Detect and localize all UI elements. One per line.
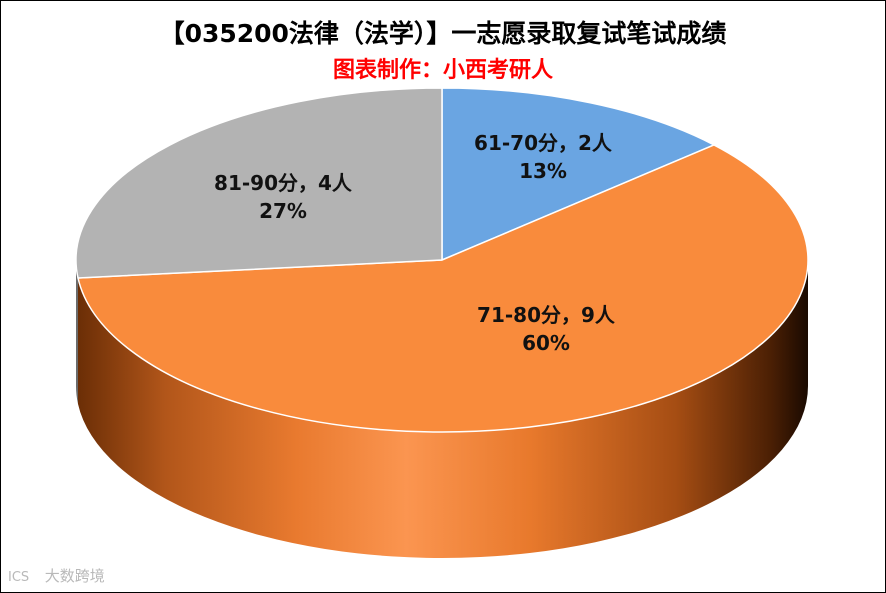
slice-percent-3: 27%: [259, 199, 307, 223]
slice-percent-2: 60%: [522, 331, 570, 355]
pie-top-layer: [75, 87, 809, 433]
watermark: ICS 大数跨境: [8, 565, 105, 586]
pie-side-3: [76, 260, 79, 404]
pie-slice-3: [75, 87, 443, 279]
pie-side-layer: [76, 260, 808, 558]
watermark-logo: ICS: [8, 570, 30, 585]
slice-percent-1: 13%: [519, 159, 567, 183]
pie-labels-layer: 61-70分，2人 13% 71-80分，9人 60% 81-90分，4人 27%: [214, 131, 616, 355]
chart-title: 【035200法律（法学）】一志愿录取复试笔试成绩: [159, 19, 727, 48]
chart-subtitle: 图表制作：小西考研人: [332, 58, 553, 83]
slice-label-2: 71-80分，9人: [477, 303, 616, 327]
pie-side-2: [78, 260, 808, 558]
watermark-text: 大数跨境: [44, 567, 105, 585]
slice-label-1: 61-70分，2人: [474, 131, 613, 155]
slice-label-3: 81-90分，4人: [214, 171, 353, 195]
pie-slice-1: [441, 87, 715, 261]
pie-slice-2: [77, 144, 809, 433]
